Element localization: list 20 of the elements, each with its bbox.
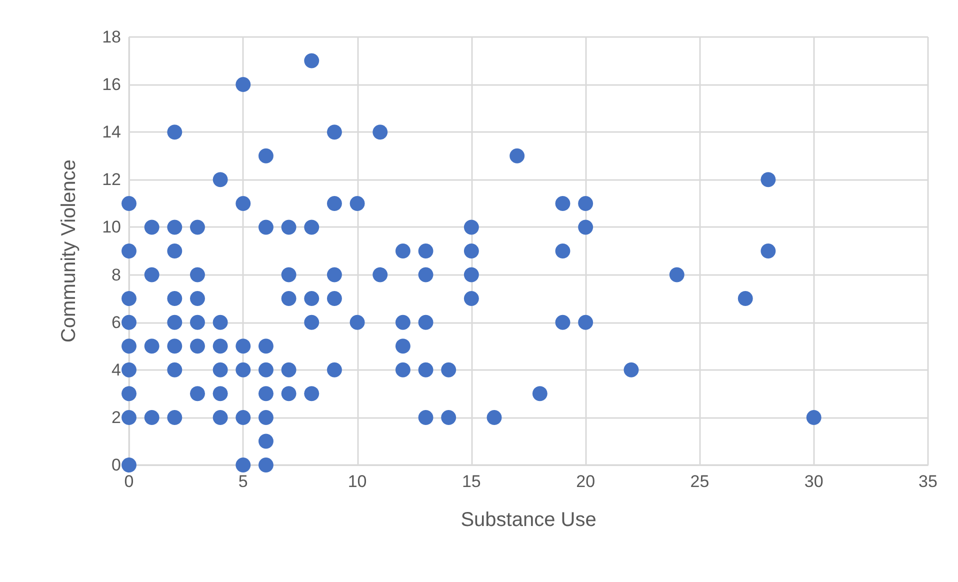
y-tick-label: 4 bbox=[112, 360, 121, 380]
x-tick-label: 0 bbox=[124, 472, 134, 491]
x-axis-title: Substance Use bbox=[460, 509, 596, 531]
y-tick-label: 16 bbox=[102, 75, 121, 94]
y-tick-label: 10 bbox=[102, 218, 121, 237]
x-tick-label: 30 bbox=[804, 472, 824, 491]
x-tick-label: 35 bbox=[918, 472, 938, 491]
x-tick-label: 15 bbox=[462, 472, 481, 491]
y-tick-label: 14 bbox=[102, 122, 121, 142]
x-tick-label: 25 bbox=[690, 472, 710, 491]
y-tick-label: 0 bbox=[112, 456, 121, 474]
x-tick-label: 10 bbox=[348, 472, 367, 491]
y-tick-label: 12 bbox=[102, 170, 121, 190]
y-axis-title: Community Violence bbox=[58, 159, 80, 343]
y-tick-label: 2 bbox=[112, 408, 121, 427]
y-tick-label: 18 bbox=[102, 28, 121, 46]
x-tick-label: 20 bbox=[576, 472, 596, 491]
x-tick-label: 5 bbox=[238, 472, 248, 491]
y-tick-label: 6 bbox=[112, 312, 121, 332]
y-tick-label: 8 bbox=[112, 265, 121, 284]
